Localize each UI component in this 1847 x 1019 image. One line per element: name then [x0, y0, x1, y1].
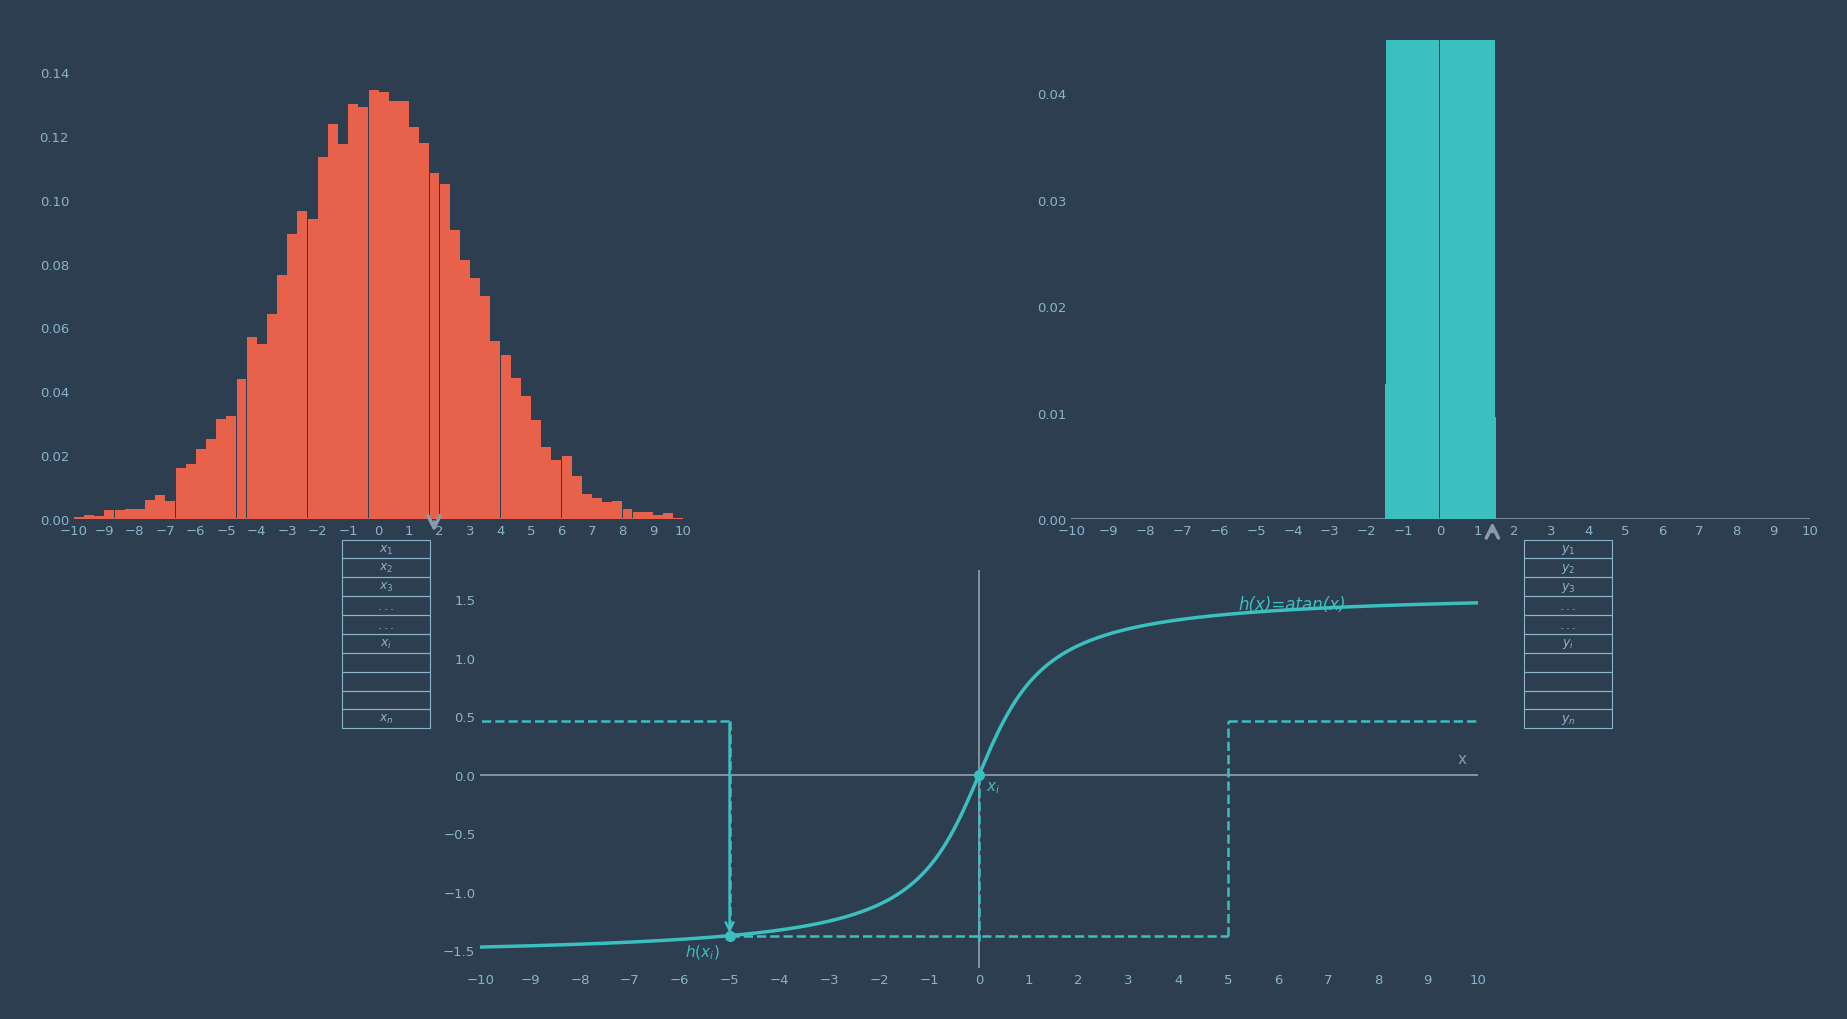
Bar	[268, 315, 277, 520]
Text: $y_2$: $y_2$	[1561, 561, 1575, 576]
Text: $y_1$: $y_1$	[1561, 542, 1575, 556]
Text: $...$: $...$	[377, 619, 395, 632]
Bar	[115, 511, 124, 520]
Text: $...$: $...$	[377, 599, 395, 612]
Bar	[491, 341, 501, 520]
Bar	[419, 144, 429, 520]
Bar	[573, 477, 582, 520]
Bar	[308, 220, 318, 520]
Bar	[187, 464, 196, 520]
Bar	[369, 91, 379, 520]
Bar	[216, 420, 225, 520]
Bar	[342, 653, 430, 673]
Bar	[1524, 578, 1612, 597]
Bar	[349, 105, 358, 520]
Bar	[399, 102, 408, 520]
Bar	[297, 212, 307, 520]
Bar	[593, 498, 602, 520]
Bar	[1524, 558, 1612, 578]
Bar	[471, 279, 480, 520]
Bar	[379, 93, 388, 520]
Text: $h(x_i)$: $h(x_i)$	[685, 943, 720, 962]
Bar	[430, 173, 440, 520]
Bar	[358, 107, 368, 520]
Bar	[318, 158, 327, 520]
Bar	[512, 379, 521, 520]
Bar	[1524, 540, 1612, 558]
Bar	[342, 709, 430, 729]
Bar	[105, 511, 115, 520]
Bar	[338, 145, 347, 520]
Bar	[451, 231, 460, 520]
Text: h(x)=atan(x): h(x)=atan(x)	[1237, 595, 1346, 613]
Bar	[1524, 634, 1612, 653]
Bar	[342, 615, 430, 634]
Bar	[342, 540, 430, 558]
Bar	[1524, 709, 1612, 729]
Bar	[501, 356, 510, 520]
Bar	[602, 502, 611, 520]
Bar	[236, 380, 246, 520]
Bar	[155, 495, 164, 520]
Bar	[622, 510, 632, 520]
Bar	[342, 578, 430, 597]
Bar	[126, 510, 135, 520]
Bar	[582, 495, 591, 520]
Bar	[613, 501, 622, 520]
Text: $y_3$: $y_3$	[1561, 580, 1575, 594]
Bar	[146, 500, 155, 520]
Bar	[342, 597, 430, 615]
Bar	[135, 510, 144, 520]
Bar	[207, 439, 216, 520]
Bar	[521, 397, 530, 520]
Bar	[342, 558, 430, 578]
Bar	[1524, 691, 1612, 709]
Bar	[643, 512, 652, 520]
Bar	[1524, 653, 1612, 673]
Text: $y_n$: $y_n$	[1561, 712, 1575, 727]
Bar	[342, 691, 430, 709]
Bar	[277, 275, 286, 520]
Text: $x_n$: $x_n$	[379, 712, 393, 726]
Bar	[410, 127, 419, 520]
Bar	[634, 513, 643, 520]
Bar	[552, 461, 561, 520]
Bar	[390, 102, 399, 520]
Bar	[342, 673, 430, 691]
Bar	[1524, 597, 1612, 615]
Bar	[1524, 615, 1612, 634]
Bar	[663, 514, 672, 520]
Bar	[480, 297, 489, 520]
Bar	[654, 516, 663, 520]
Bar	[288, 235, 297, 520]
Text: $x_3$: $x_3$	[379, 581, 393, 594]
Text: $x_1$: $x_1$	[379, 543, 393, 556]
Text: $...$: $...$	[1559, 599, 1577, 612]
Bar	[227, 416, 236, 520]
Bar	[196, 449, 205, 520]
Bar	[532, 421, 541, 520]
Text: $x_i$: $x_i$	[986, 780, 1001, 795]
Bar	[166, 501, 175, 520]
Text: $x_i$: $x_i$	[380, 637, 392, 650]
Bar	[561, 457, 571, 520]
Bar	[1524, 673, 1612, 691]
Bar	[175, 469, 185, 520]
Bar	[541, 447, 550, 520]
Text: x: x	[1457, 751, 1467, 766]
Bar	[94, 517, 103, 520]
Bar	[329, 124, 338, 520]
Bar	[460, 261, 469, 520]
Bar	[257, 344, 266, 520]
Text: $x_2$: $x_2$	[379, 561, 393, 575]
Bar	[342, 634, 430, 653]
Text: $y_i$: $y_i$	[1563, 637, 1574, 651]
Bar	[440, 185, 449, 520]
Bar	[74, 518, 83, 520]
Bar	[85, 516, 94, 520]
Text: $...$: $...$	[1559, 619, 1577, 632]
Bar	[247, 337, 257, 520]
